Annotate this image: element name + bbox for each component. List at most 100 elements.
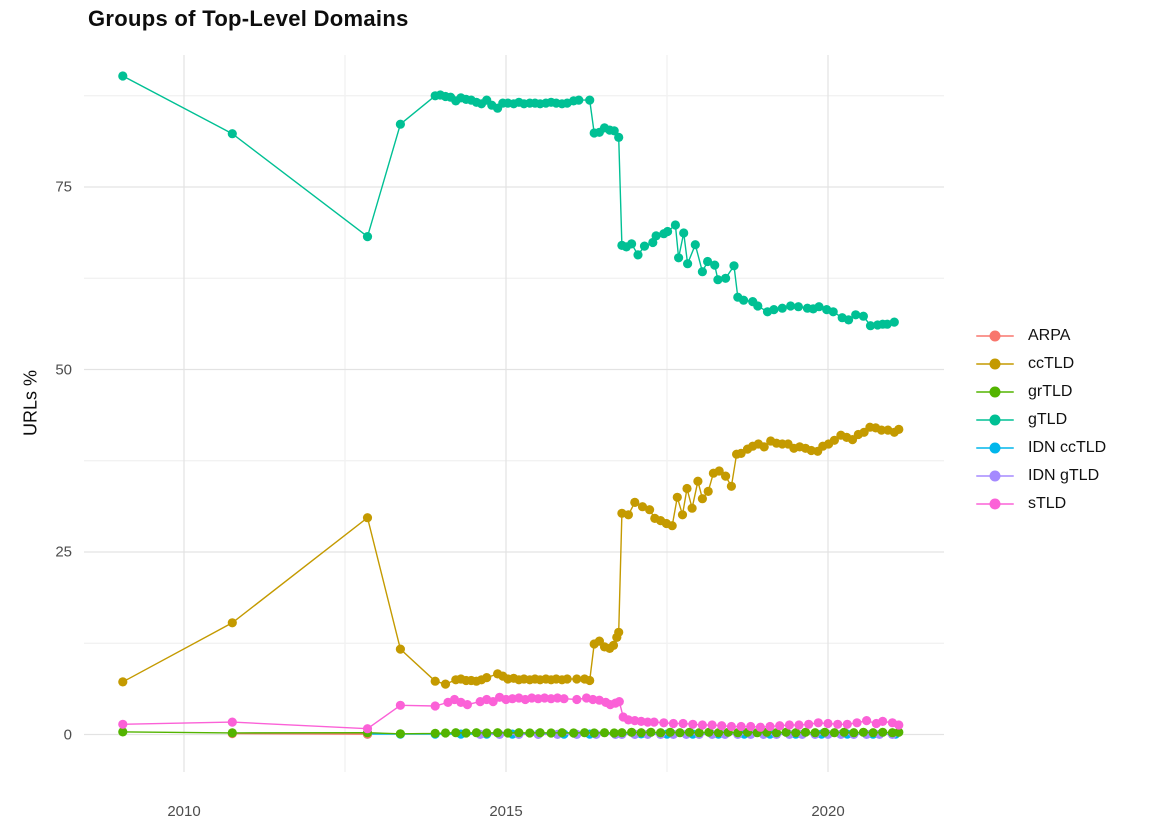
data-point (227, 618, 237, 628)
data-point (656, 728, 666, 738)
data-point (623, 510, 634, 520)
data-point (878, 716, 888, 727)
data-point (663, 226, 673, 237)
legend-key-dot (989, 330, 1001, 342)
data-point (851, 310, 861, 320)
data-point (677, 510, 688, 520)
data-point (739, 295, 749, 305)
data-point (707, 720, 717, 730)
legend-item-grtld: grTLD (976, 378, 1156, 406)
data-point (697, 720, 708, 730)
data-point (614, 132, 624, 142)
data-point (753, 301, 763, 311)
data-point (665, 727, 675, 737)
x-tick-label: 2015 (489, 803, 523, 820)
data-point (488, 697, 498, 707)
data-point (667, 521, 677, 531)
data-point (736, 721, 746, 732)
data-point (670, 220, 681, 230)
legend-item-label: ccTLD (1028, 355, 1075, 372)
legend-key-dot (989, 498, 1001, 510)
data-point (829, 435, 840, 445)
series-arpa (227, 729, 373, 739)
data-point (713, 728, 724, 738)
y-tick-label: 50 (55, 361, 72, 378)
data-point (440, 728, 451, 738)
data-point (630, 497, 640, 507)
data-point (755, 722, 766, 732)
data-point (781, 727, 791, 737)
series-line (122, 75, 895, 327)
legend-key-dot (989, 414, 1001, 426)
data-point (814, 302, 824, 312)
data-point (687, 503, 697, 513)
data-point (585, 675, 595, 686)
data-point (118, 71, 128, 81)
legend-key-dot (989, 442, 1001, 454)
data-point (829, 728, 840, 738)
y-tick-label: 0 (63, 726, 72, 743)
series-grtld (118, 727, 904, 739)
data-point (430, 701, 440, 711)
legend-item-label: ARPA (1028, 327, 1071, 344)
data-point (688, 719, 698, 729)
data-point (759, 442, 769, 452)
data-point (894, 424, 904, 434)
data-point (717, 721, 727, 731)
data-point (362, 513, 373, 523)
data-point (118, 719, 128, 729)
legend-item-label: sTLD (1028, 495, 1067, 512)
data-point (636, 728, 646, 738)
data-point (684, 727, 695, 737)
data-point (765, 721, 775, 732)
legend-item-idn-cctld: IDN ccTLD (976, 434, 1156, 462)
data-point (672, 492, 682, 502)
data-point (514, 728, 524, 738)
data-point (574, 95, 584, 105)
data-point (362, 232, 373, 242)
data-point (683, 259, 693, 269)
data-point (430, 728, 440, 739)
data-point (227, 129, 237, 139)
data-point (659, 718, 669, 728)
data-point (852, 718, 862, 728)
legend-key-icon (976, 469, 1014, 483)
data-point (804, 719, 814, 729)
data-point (118, 727, 128, 737)
data-point (633, 250, 643, 260)
data-point (482, 673, 492, 683)
data-point (876, 425, 887, 435)
data-point (462, 700, 472, 710)
legend-item-idn-gtld: IDN gTLD (976, 462, 1156, 490)
data-point (682, 483, 692, 494)
data-point (865, 321, 876, 331)
y-tick-label: 25 (55, 543, 72, 561)
series-line (232, 732, 368, 735)
data-point (430, 676, 440, 686)
data-point (729, 261, 739, 271)
data-point (617, 728, 627, 738)
data-point (894, 720, 904, 730)
legend-key-icon (976, 497, 1014, 511)
data-point (535, 728, 545, 738)
legend-key-icon (976, 357, 1014, 371)
data-point (569, 728, 579, 738)
data-point (690, 240, 700, 250)
data-point (580, 728, 590, 738)
data-point (868, 728, 878, 738)
data-point (678, 718, 688, 729)
data-point (697, 494, 708, 504)
data-point (862, 716, 872, 726)
legend-item-label: grTLD (1028, 383, 1073, 400)
legend-item-label: IDN gTLD (1028, 467, 1100, 484)
data-point (627, 239, 637, 249)
data-point (599, 728, 610, 738)
legend-item-label: gTLD (1028, 411, 1068, 428)
data-point (679, 228, 689, 238)
data-point (493, 728, 503, 738)
data-point (643, 717, 653, 727)
legend: ARPA ccTLD grTLD gTLD IDN ccTLD IDN gTLD sTLD (976, 322, 1156, 518)
data-point (440, 679, 451, 689)
data-point (609, 126, 619, 136)
